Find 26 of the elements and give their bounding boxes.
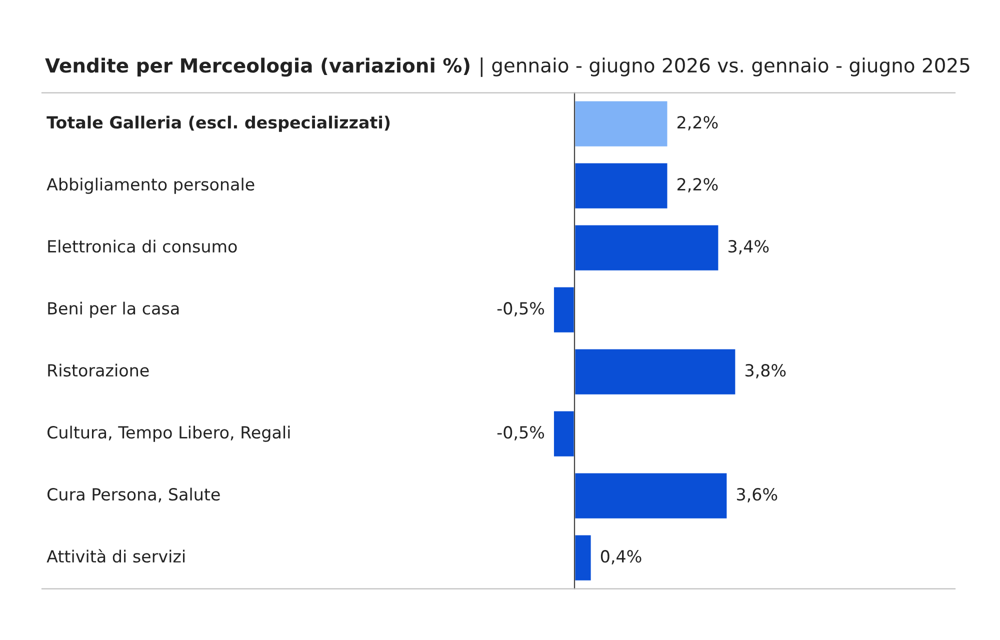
bar bbox=[574, 472, 728, 520]
y-tick-label: Cultura, Tempo Libero, Regali bbox=[48, 426, 290, 442]
chart-subtitle: | gennaio - giugno 2026 vs. gennaio - giugno 2025 bbox=[480, 57, 970, 77]
bar bbox=[574, 534, 592, 582]
data-label: 0,4% bbox=[600, 550, 642, 564]
y-tick-label: Beni per la casa bbox=[48, 302, 179, 318]
bar bbox=[574, 224, 720, 272]
data-label: -0,5% bbox=[497, 426, 544, 440]
y-tick-label: Attività di servizi bbox=[46, 549, 185, 563]
y-tick-label: Totale Galleria (escl. despecializzati) bbox=[46, 116, 390, 132]
y-tick-label: Elettronica di consumo bbox=[48, 240, 237, 253]
y-tick-label: Ristorazione bbox=[48, 364, 149, 377]
text: Vendite per Merceologia (variazioni %) bbox=[45, 58, 470, 77]
bar bbox=[552, 286, 576, 334]
data-label: -0,5% bbox=[497, 302, 544, 316]
bar bbox=[552, 410, 576, 458]
data-label: 2,2% bbox=[677, 116, 718, 130]
bar bbox=[574, 162, 669, 210]
y-tick-label: Cura Persona, Salute bbox=[48, 488, 220, 502]
bar bbox=[574, 100, 669, 148]
data-label: 3,4% bbox=[728, 240, 769, 254]
bar bbox=[574, 348, 737, 396]
data-label: 2,2% bbox=[677, 178, 718, 192]
data-label: 3,6% bbox=[736, 488, 778, 502]
data-label: 3,8% bbox=[745, 364, 786, 378]
y-tick-label: Abbigliamento personale bbox=[46, 178, 254, 194]
